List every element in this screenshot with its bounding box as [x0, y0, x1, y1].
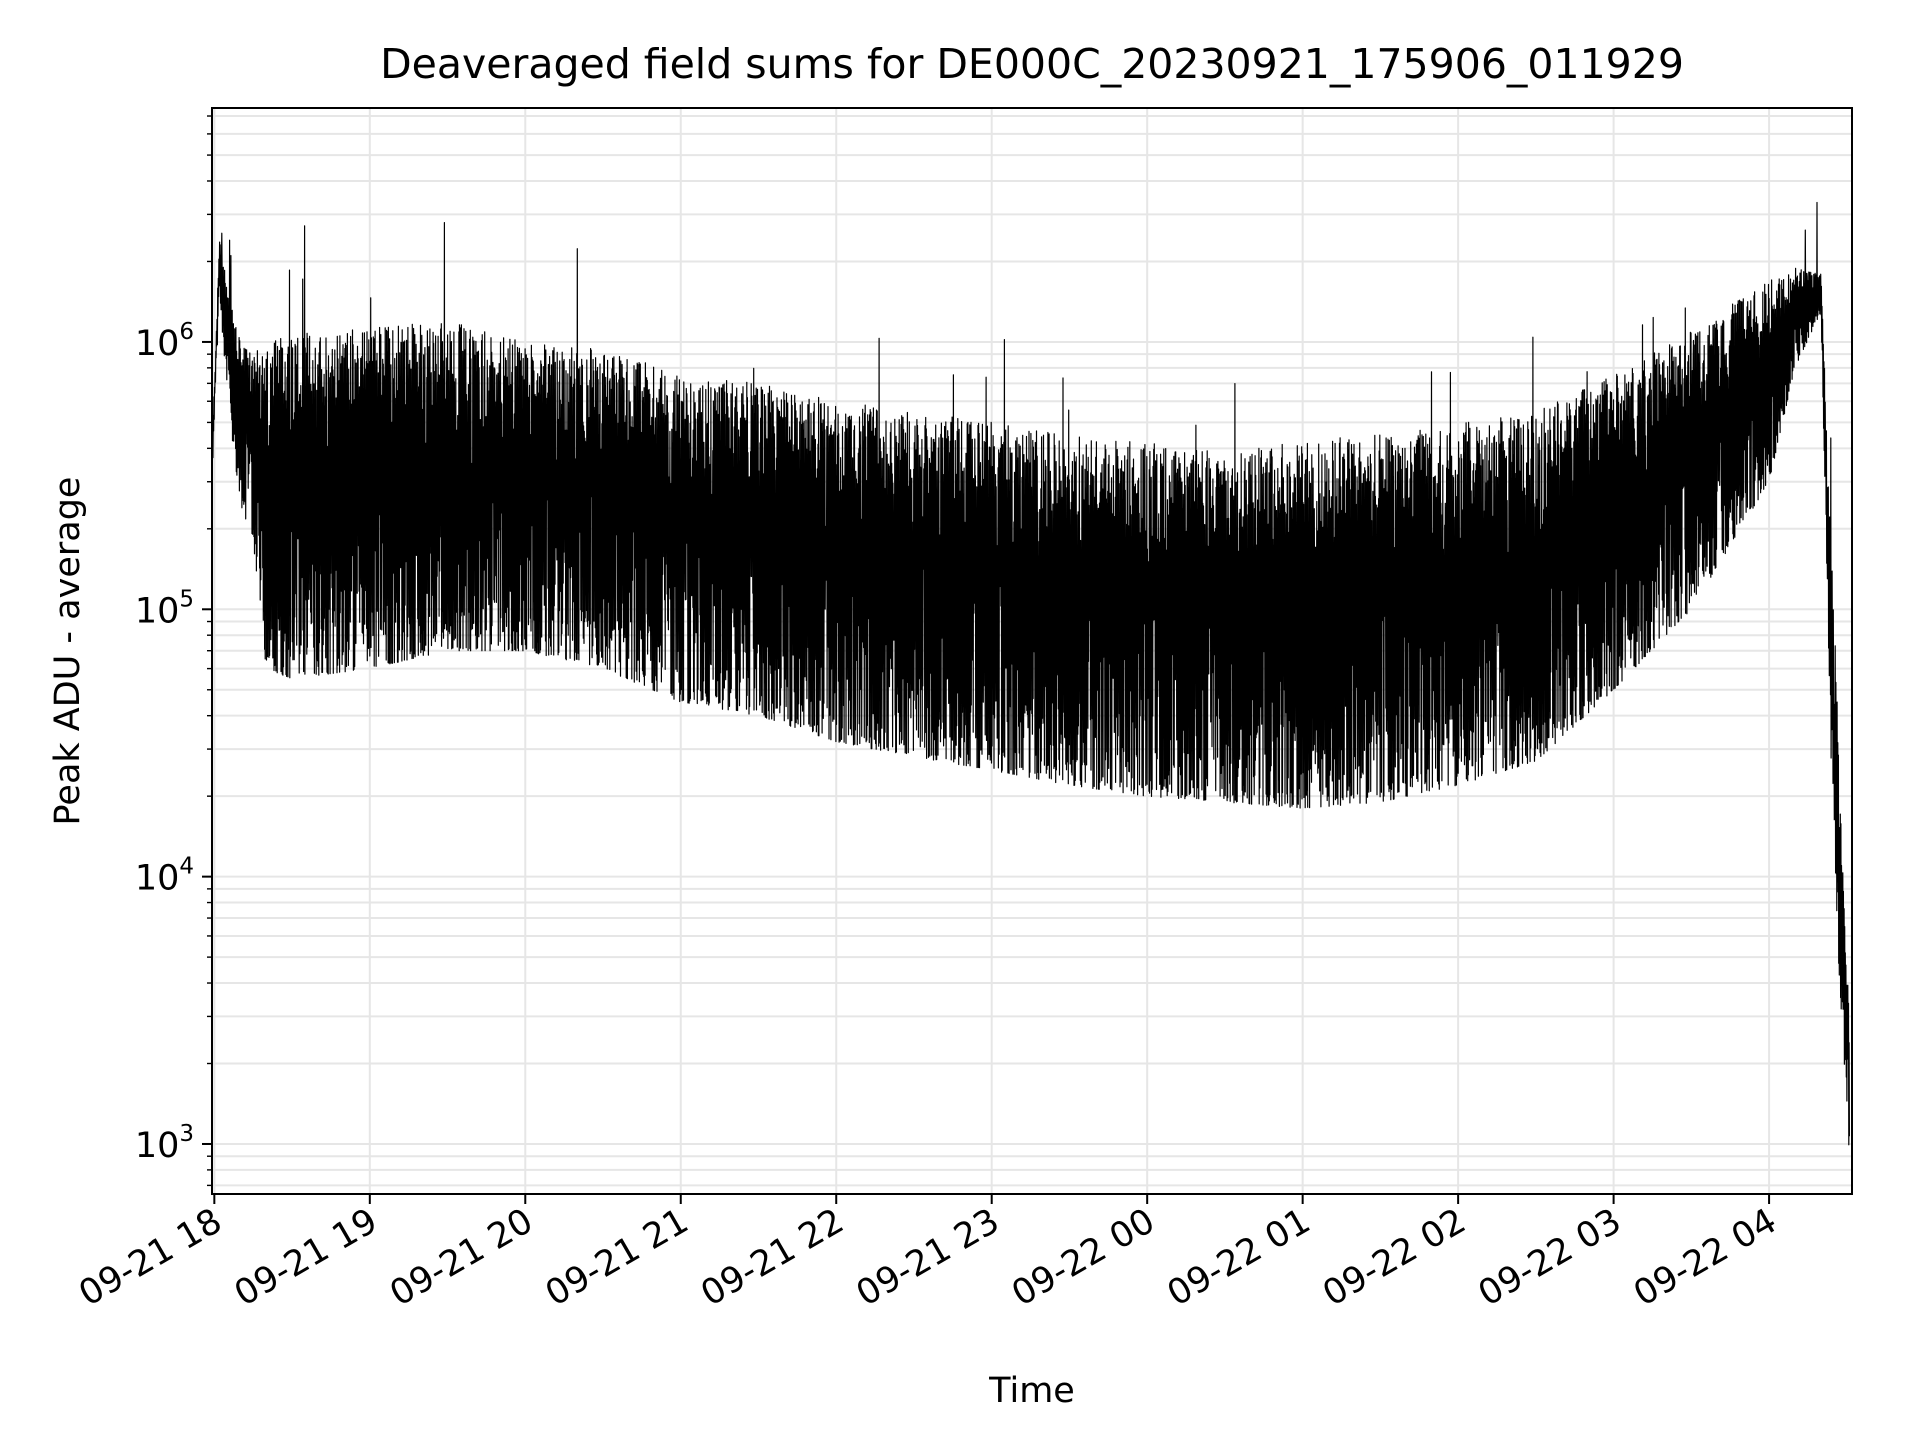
series-line — [211, 201, 1850, 1146]
data-series — [211, 201, 1850, 1146]
x-axis-label: Time — [988, 1371, 1075, 1411]
y-axis-label: Peak ADU - average — [48, 477, 88, 826]
chart-title: Deaveraged field sums for DE000C_2023092… — [380, 40, 1684, 88]
